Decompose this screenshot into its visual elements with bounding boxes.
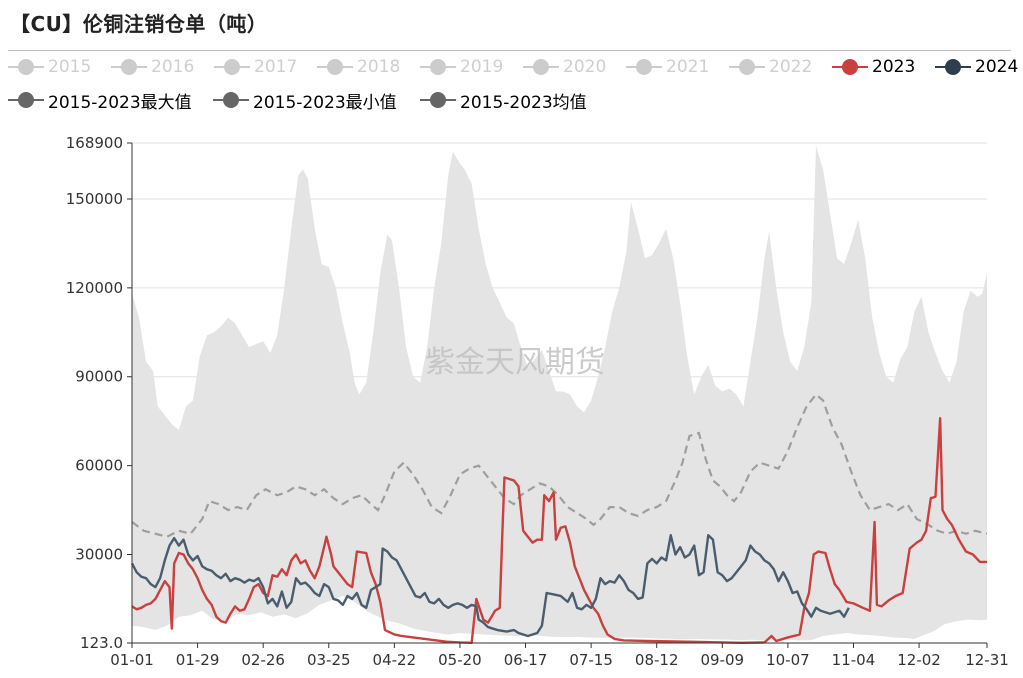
legend-swatch-icon: [832, 59, 868, 75]
legend-label: 2021: [666, 57, 710, 77]
x-tick-label: 07-15: [569, 651, 613, 669]
legend-swatch-icon: [317, 59, 353, 75]
x-tick-label: 08-12: [635, 651, 679, 669]
legend-item-2017[interactable]: 2017: [214, 56, 297, 78]
series-lines: [130, 392, 988, 644]
series-line-average: [131, 392, 988, 538]
legend-item-2024[interactable]: 2024: [935, 56, 1018, 78]
legend-item-2018[interactable]: 2018: [317, 56, 400, 78]
legend-label: 2023: [872, 57, 916, 77]
chart-title: 【CU】伦铜注销仓单（吨）: [10, 12, 268, 36]
legend-label: 2015-2023最大值: [48, 92, 192, 113]
legend-item-2023[interactable]: 2023: [832, 56, 915, 78]
legend-label: 2020: [563, 57, 607, 77]
legend-item-2021[interactable]: 2021: [626, 56, 709, 78]
legend-label: 2017: [254, 57, 298, 77]
legend-label: 2024: [975, 57, 1019, 77]
legend-item-2022[interactable]: 2022: [729, 56, 812, 78]
legend-item-2020[interactable]: 2020: [523, 56, 606, 78]
legend-item-2015-2023均值[interactable]: 2015-2023均值: [420, 89, 587, 113]
legend-label: 2015-2023均值: [460, 92, 587, 113]
legend-label: 2019: [460, 57, 504, 77]
legend-swatch-icon: [523, 59, 559, 75]
x-tick-label: 10-07: [766, 651, 810, 669]
legend-swatch-icon: [8, 59, 44, 75]
max-min-band: [132, 145, 987, 641]
legend-item-2016[interactable]: 2016: [111, 56, 194, 78]
title-divider: [8, 50, 1011, 51]
legend-swatch-icon: [213, 92, 249, 108]
max-min-band-area: [132, 145, 987, 641]
legend-swatch-icon: [111, 59, 147, 75]
series-line-2024: [130, 534, 850, 638]
x-tick-label: 03-25: [307, 651, 351, 669]
y-tick-label: 60000: [75, 457, 123, 475]
legend-item-2015-2023最小值[interactable]: 2015-2023最小值: [213, 89, 397, 113]
legend-item-2015-2023最大值[interactable]: 2015-2023最大值: [8, 89, 192, 113]
x-tick-label: 01-29: [176, 651, 220, 669]
legend: 2015 2016 2017 2018 2019 2020 2021 2022 2023 2024…: [0, 56, 1023, 120]
x-tick-label: 12-31: [965, 651, 1009, 669]
x-tick-label: 01-01: [110, 651, 154, 669]
y-tick-label: 168900: [66, 134, 123, 152]
x-tick-label: 11-04: [832, 651, 876, 669]
legend-swatch-icon: [420, 92, 456, 108]
x-tick-label: 02-26: [241, 651, 285, 669]
y-tick-label: 123.0: [80, 634, 123, 652]
legend-label: 2016: [151, 57, 195, 77]
y-tick-label: 120000: [66, 279, 123, 297]
x-tick-label: 12-02: [897, 651, 941, 669]
x-tick-label: 04-22: [373, 651, 417, 669]
legend-swatch-icon: [935, 59, 971, 75]
x-tick-label: 09-09: [701, 651, 745, 669]
legend-item-2015[interactable]: 2015: [8, 56, 91, 78]
legend-label: 2015-2023最小值: [253, 92, 397, 113]
y-tick-label: 150000: [66, 190, 123, 208]
legend-swatch-icon: [729, 59, 765, 75]
x-tick-label: 05-20: [438, 651, 482, 669]
y-tick-label: 30000: [75, 545, 123, 563]
legend-swatch-icon: [8, 92, 44, 108]
legend-label: 2022: [769, 57, 813, 77]
legend-swatch-icon: [420, 59, 456, 75]
legend-swatch-icon: [626, 59, 662, 75]
axes: 123.0 30000 60000 90000 120000 150000 168900 01…: [66, 134, 1009, 669]
x-tick-label: 06-17: [504, 651, 548, 669]
legend-item-2019[interactable]: 2019: [420, 56, 503, 78]
legend-label: 2015: [48, 57, 92, 77]
watermark: 紫金天风期货: [425, 345, 605, 380]
series-line-2023: [131, 417, 987, 644]
y-tick-label: 90000: [75, 368, 123, 386]
legend-swatch-icon: [214, 59, 250, 75]
legend-label: 2018: [357, 57, 401, 77]
